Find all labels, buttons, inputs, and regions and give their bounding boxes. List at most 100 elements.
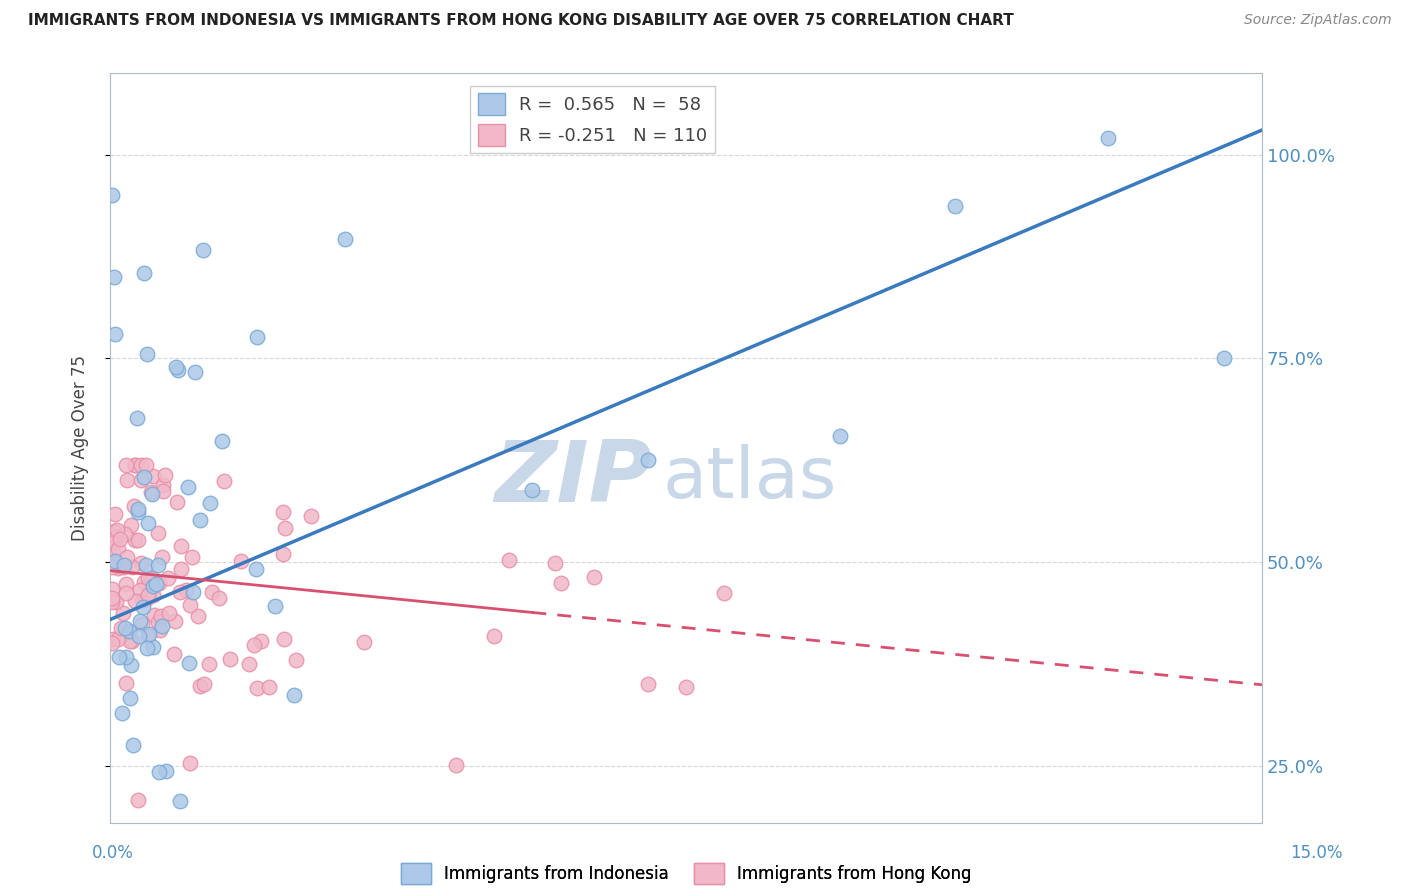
- Point: [177, 480, 200, 494]
- Point: [353, 634, 375, 648]
- Point: [112, 559, 135, 574]
- Point: [108, 558, 131, 573]
- Point: [273, 632, 295, 647]
- Point: [118, 624, 141, 638]
- Point: [143, 608, 166, 623]
- Point: [131, 616, 153, 631]
- Point: [246, 830, 269, 844]
- Point: [129, 582, 152, 597]
- Point: [637, 453, 659, 467]
- Point: [169, 793, 191, 807]
- Point: [108, 650, 131, 665]
- Point: [582, 570, 605, 584]
- Point: [114, 527, 136, 541]
- Point: [112, 558, 135, 572]
- Point: [283, 689, 305, 703]
- Point: [141, 487, 163, 501]
- Point: [114, 458, 136, 472]
- Text: 0.0%: 0.0%: [91, 844, 134, 862]
- Point: [207, 591, 229, 605]
- Point: [170, 539, 193, 553]
- Point: [713, 586, 735, 600]
- Point: [135, 592, 157, 607]
- Point: [212, 474, 235, 488]
- Point: [169, 585, 191, 599]
- Point: [201, 585, 224, 599]
- Point: [157, 606, 180, 620]
- Point: [186, 609, 208, 624]
- Point: [191, 243, 214, 257]
- Point: [103, 535, 125, 549]
- Point: [146, 615, 169, 630]
- Point: [828, 429, 851, 443]
- Point: [482, 628, 505, 642]
- Text: 15.0%: 15.0%: [1291, 844, 1343, 862]
- Point: [544, 556, 567, 570]
- Point: [250, 633, 273, 648]
- Point: [149, 623, 172, 637]
- Point: [103, 524, 125, 539]
- Point: [100, 188, 122, 202]
- Point: [152, 478, 174, 492]
- Point: [238, 657, 260, 671]
- Point: [152, 484, 174, 499]
- Point: [136, 347, 159, 361]
- Point: [110, 621, 132, 635]
- Point: [211, 434, 233, 448]
- Point: [101, 582, 124, 597]
- Point: [134, 470, 156, 484]
- Point: [139, 574, 162, 589]
- Point: [179, 756, 201, 770]
- Point: [136, 640, 159, 655]
- Point: [1212, 351, 1234, 366]
- Point: [120, 657, 142, 672]
- Point: [122, 739, 145, 753]
- Point: [118, 634, 141, 648]
- Point: [107, 542, 129, 557]
- Point: [121, 560, 143, 574]
- Point: [550, 575, 572, 590]
- Point: [136, 516, 159, 530]
- Point: [153, 468, 176, 483]
- Y-axis label: Disability Age Over 75: Disability Age Over 75: [72, 355, 89, 541]
- Point: [285, 653, 308, 667]
- Point: [229, 554, 252, 568]
- Point: [131, 593, 153, 607]
- Point: [498, 553, 520, 567]
- Point: [167, 363, 190, 377]
- Point: [145, 577, 167, 591]
- Point: [131, 458, 153, 472]
- Point: [135, 458, 157, 472]
- Point: [100, 560, 122, 574]
- Point: [129, 474, 152, 488]
- Point: [129, 556, 152, 570]
- Point: [444, 758, 467, 772]
- Point: [198, 496, 221, 510]
- Legend: R =  0.565   N =  58, R = -0.251   N = 110: R = 0.565 N = 58, R = -0.251 N = 110: [471, 86, 714, 153]
- Point: [142, 580, 165, 594]
- Point: [146, 558, 169, 572]
- Point: [165, 359, 187, 374]
- Point: [122, 500, 145, 514]
- Point: [675, 680, 697, 694]
- Point: [134, 558, 156, 572]
- Point: [243, 638, 266, 652]
- Point: [166, 495, 188, 509]
- Point: [333, 232, 356, 246]
- Point: [637, 677, 659, 691]
- Point: [246, 330, 269, 344]
- Point: [107, 632, 129, 646]
- Point: [150, 550, 173, 565]
- Point: [163, 647, 186, 661]
- Point: [104, 595, 127, 609]
- Point: [257, 680, 280, 694]
- Point: [103, 269, 125, 284]
- Point: [104, 326, 127, 341]
- Point: [107, 561, 129, 575]
- Point: [127, 504, 149, 518]
- Point: [181, 550, 204, 565]
- Point: [101, 594, 124, 608]
- Point: [101, 632, 124, 647]
- Point: [138, 588, 160, 602]
- Point: [179, 598, 201, 612]
